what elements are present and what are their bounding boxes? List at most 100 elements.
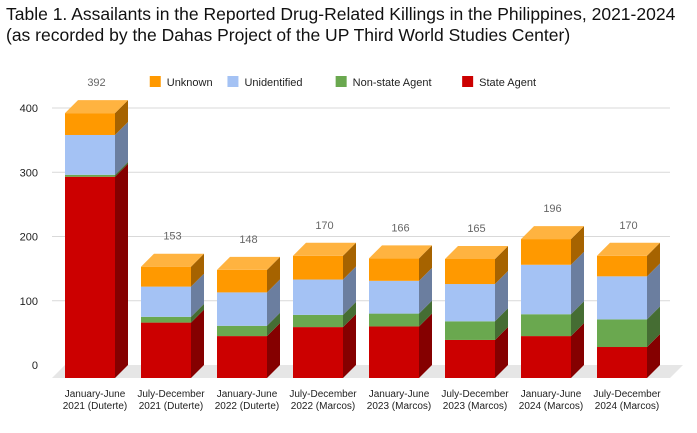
legend-swatch [335, 76, 347, 87]
y-tick-label: 200 [20, 232, 38, 244]
bar-side [647, 263, 660, 320]
bar-segment-non-state-agent [141, 303, 204, 323]
y-tick-label: 0 [32, 360, 38, 372]
x-tick-label: July-December 2024 (Marcos) [593, 389, 661, 412]
legend-item-unidentified: Unidentified [227, 76, 303, 89]
bar-side [115, 161, 128, 177]
bar-segment-unidentified [597, 263, 660, 320]
bar-front [521, 314, 571, 337]
legend-swatch [227, 76, 239, 87]
bar-front [521, 264, 571, 315]
bar-side [191, 253, 204, 287]
bar-segment-non-state-agent [293, 301, 356, 328]
chart-title-block: Table 1. Assailants in the Reported Drug… [6, 4, 696, 46]
bar-front [597, 276, 647, 320]
legend-label: Unknown [167, 77, 213, 89]
bar-side [495, 271, 508, 322]
bar-side [571, 251, 584, 315]
bar-side [343, 301, 356, 328]
bar-front [217, 269, 267, 293]
total-label: 170 [315, 220, 333, 232]
bar-top [521, 226, 584, 240]
bar-segment-unknown [597, 242, 660, 277]
bar-front [217, 325, 267, 337]
bar-side [419, 245, 432, 281]
bar-side [343, 266, 356, 315]
bar-side [571, 323, 584, 378]
bar-front [293, 327, 343, 378]
bar-segment-unidentified [293, 266, 356, 315]
bar-side [647, 242, 660, 277]
bar-side [191, 303, 204, 323]
bar-side [267, 279, 280, 326]
bar-front [445, 321, 495, 340]
bar-side [115, 163, 128, 378]
bars [65, 100, 660, 378]
bar-side [115, 121, 128, 175]
bar-segment-unidentified [521, 251, 584, 315]
bar-side [571, 226, 584, 265]
legend: Unknown Unidentified Non-state Agent State … [149, 76, 536, 89]
y-tick-label: 100 [20, 296, 38, 308]
bar-front [521, 336, 571, 378]
bar-front [597, 319, 647, 348]
bar-front [217, 336, 267, 378]
x-tick-label: July-December 2023 (Marcos) [441, 389, 509, 412]
bar-front [445, 258, 495, 285]
y-tick-label: 400 [20, 103, 38, 115]
bar-front [521, 239, 571, 265]
bar-top [597, 242, 660, 256]
bar-side [419, 300, 432, 327]
legend-item-non-state-agent: Non-state Agent [335, 76, 432, 89]
bar-segment-unknown [217, 256, 280, 293]
bar-segment-non-state-agent [369, 300, 432, 327]
bar-segment-unidentified [217, 279, 280, 326]
chart-subtitle: (as recorded by the Dahas Project of the… [6, 25, 571, 45]
bar-front [369, 326, 419, 378]
bar-front [369, 258, 419, 281]
legend-label: Non-state Agent [353, 77, 432, 89]
legend-label: State Agent [479, 77, 536, 89]
bar-segment-unknown [141, 253, 204, 287]
legend-label: Unidentified [244, 77, 302, 89]
bar-side [267, 256, 280, 293]
bar-side [419, 313, 432, 378]
bar-segment-unknown [293, 242, 356, 280]
bar-segment-non-state-agent [445, 308, 508, 340]
bar-front [597, 347, 647, 378]
bar-side [495, 326, 508, 378]
bar-side [647, 306, 660, 348]
bar-side [343, 314, 356, 378]
bar-side [191, 309, 204, 378]
bar-side [419, 267, 432, 314]
bar-segment-unidentified [65, 121, 128, 175]
bar-segment-unknown [521, 226, 584, 265]
bar-side [495, 245, 508, 285]
bar-top [369, 245, 432, 259]
bar-side [115, 100, 128, 135]
bar-segment-unidentified [445, 271, 508, 322]
chart-title: Table 1. Assailants in the Reported Drug… [6, 4, 676, 24]
bar-front [65, 113, 115, 135]
bar-segment-unidentified [369, 267, 432, 314]
bar-top [141, 253, 204, 267]
bar-segment-unknown [65, 100, 128, 135]
bar-segment-state-agent [293, 314, 356, 378]
bar-segment-state-agent [521, 323, 584, 378]
bar-side [191, 273, 204, 317]
bar-segment-non-state-agent [521, 301, 584, 337]
x-tick-label: January-June 2021 (Duterte) [63, 389, 127, 412]
bar-top [293, 242, 356, 256]
bar-front [217, 292, 267, 326]
bar-front [369, 313, 419, 327]
bar-segment-state-agent [597, 334, 660, 378]
x-tick-label: July-December 2022 (Marcos) [289, 389, 357, 412]
total-label: 153 [163, 231, 181, 243]
bar-segment-non-state-agent [597, 306, 660, 348]
bar-front [65, 134, 115, 175]
x-tick-label: January-June 2024 (Marcos) [519, 389, 583, 412]
bar-front [445, 284, 495, 322]
bar-side [267, 312, 280, 337]
legend-item-unknown: Unknown [149, 76, 213, 89]
